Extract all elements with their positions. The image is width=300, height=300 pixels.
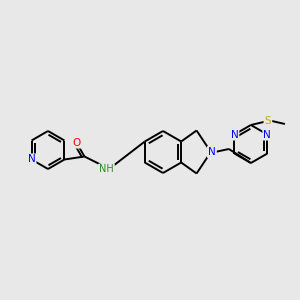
Text: NH: NH [99,164,114,175]
Text: N: N [231,130,238,140]
Text: S: S [265,116,271,126]
Text: N: N [28,154,35,164]
Text: O: O [72,137,81,148]
Text: N: N [263,130,271,140]
Text: N: N [208,147,216,157]
